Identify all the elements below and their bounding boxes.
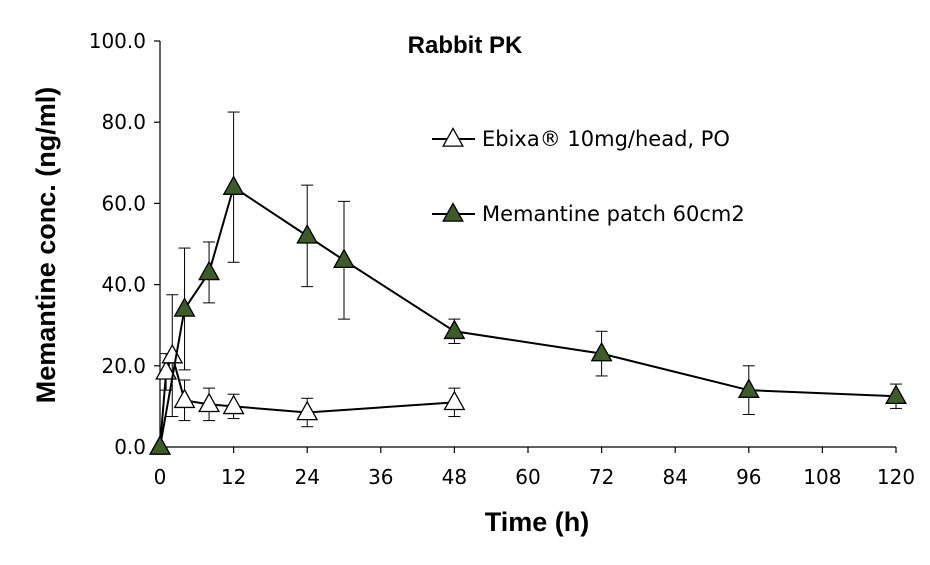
data-point [737,378,760,398]
legend-marker [442,202,464,222]
data-point [885,384,907,405]
y-axis-title: Memantine conc. (ng/ml) [31,87,61,404]
x-tick-label: 72 [589,465,614,489]
x-tick-label: 24 [294,465,319,489]
x-tick-label: 60 [515,465,540,489]
legend: Ebixa® 10mg/head, PO Memantine patch 60cm… [432,127,745,226]
data-point [198,260,221,281]
x-tick-label: 84 [662,465,687,489]
data-point [198,392,221,413]
data-point [296,224,319,244]
tick-labels: 0.0 20.0 40.0 60.0 80.0 100.0 0 12 24 36 48 60 72 84 9… [89,29,915,489]
data-point [222,394,245,415]
x-tick-label: 36 [368,465,393,489]
data-point [173,297,196,317]
y-tick-label: 100.0 [89,29,146,53]
y-tick-label: 0.0 [114,435,146,459]
y-tick-label: 60.0 [101,191,146,215]
x-tick-label: 12 [221,465,246,489]
data-point [443,319,466,340]
series-2 [149,111,907,455]
x-tick-label: 48 [442,465,467,489]
data-point [173,388,196,409]
data-point [149,435,171,455]
y-tick-label: 80.0 [101,110,146,134]
data-point [443,390,466,411]
data-point [222,175,245,195]
y-tick-label: 20.0 [101,354,146,378]
x-tick-label: 0 [154,465,167,489]
data-point [155,360,178,380]
series-line [159,185,897,448]
x-axis-title: Time (h) [485,507,590,537]
chart-title: Rabbit PK [408,32,523,59]
legend-item-2: Memantine patch 60cm2 [432,202,745,226]
data-point [296,400,319,421]
x-tick-label: 108 [803,465,841,489]
legend-item-1: Ebixa® 10mg/head, PO [432,127,730,151]
legend-label: Memantine patch 60cm2 [482,202,745,226]
x-tick-label: 96 [736,465,761,489]
data-point [590,341,613,362]
y-tick-label: 40.0 [101,273,146,297]
legend-label: Ebixa® 10mg/head, PO [482,127,730,151]
data-point [333,248,355,269]
x-tick-label: 120 [877,465,915,489]
series-layer [149,111,907,455]
legend-marker [442,127,464,147]
series-1 [149,294,466,455]
